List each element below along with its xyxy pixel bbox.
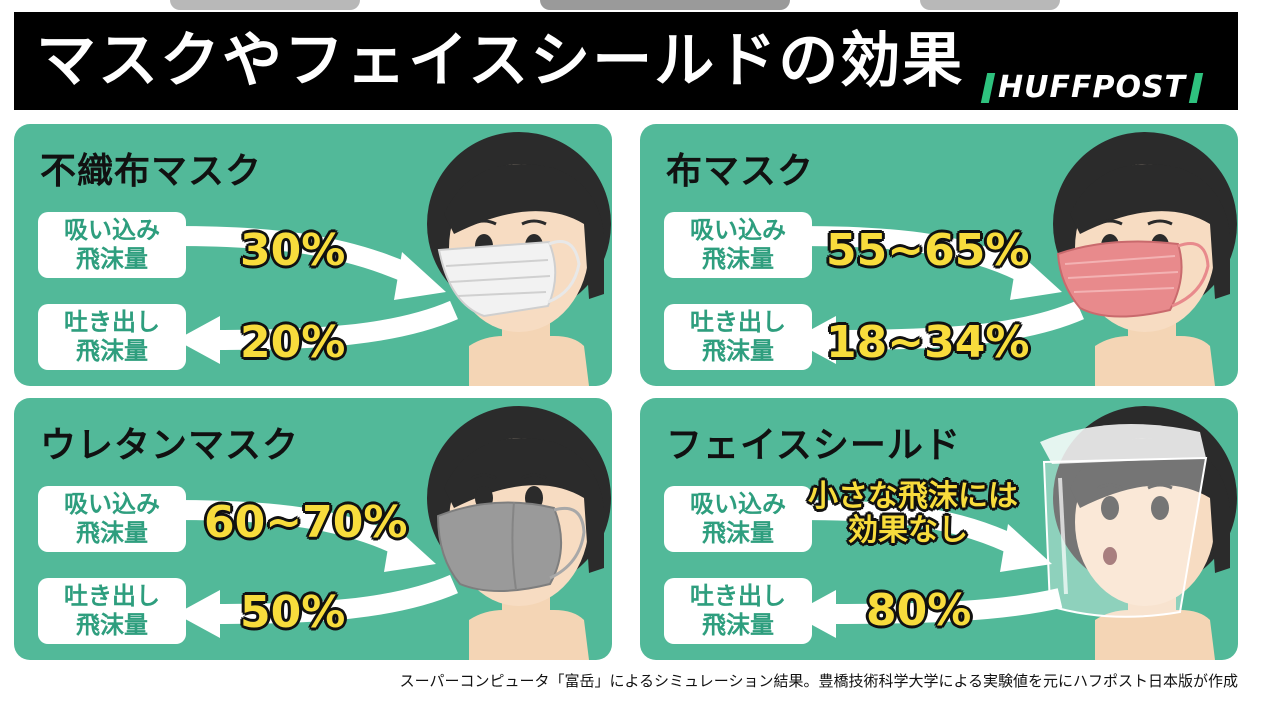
exhale-label-line1: 吐き出し [64, 308, 160, 336]
panel-title: ウレタンマスク [40, 425, 300, 466]
inhale-arrow [799, 500, 1052, 572]
inhale-label: 吸い込み 飛沫量 [38, 212, 186, 278]
urethane-mask [436, 501, 586, 592]
inhale-arrow [799, 226, 1062, 300]
header-banner: マスクやフェイスシールドの効果 HUFFPOST [14, 12, 1238, 110]
exhale-label-line2: 飛沫量 [702, 337, 774, 365]
inhale-label-line2: 飛沫量 [702, 245, 774, 273]
logo-text: HUFFPOST [998, 70, 1187, 105]
top-photo-strip [0, 0, 1284, 12]
inhale-label-line1: 吸い込み [690, 216, 786, 244]
panel-title: 布マスク [666, 151, 815, 192]
exhale-value: 18~34% [826, 317, 1030, 368]
woman-nonwoven-mask-illustration [173, 132, 611, 386]
inhale-label-line2: 飛沫量 [76, 519, 148, 547]
logo-bar-left [980, 73, 996, 103]
inhale-label: 吸い込み 飛沫量 [664, 486, 812, 552]
exhale-arrow [176, 300, 458, 364]
inhale-value: 小さな飛沫には 効果なし [808, 479, 1018, 548]
inhale-label-line1: 吸い込み [64, 216, 160, 244]
photo-fragment [920, 0, 1060, 10]
exhale-label-line2: 飛沫量 [76, 337, 148, 365]
exhale-arrow [792, 300, 1084, 364]
woman-cloth-mask-illustration [792, 132, 1237, 386]
inhale-value: 55~65% [826, 225, 1030, 276]
exhale-label-line1: 吐き出し [64, 582, 160, 610]
exhale-label: 吐き出し 飛沫量 [664, 304, 812, 370]
cloth-mask [1056, 240, 1210, 318]
panel-urethane-mask: ウレタンマスク 吸い込み 飛沫量 吐き出し 飛沫量 60~70% 50% [14, 398, 612, 660]
exhale-value: 50% [240, 587, 346, 638]
inhale-value: 60~70% [204, 497, 408, 548]
huffpost-logo: HUFFPOST [980, 70, 1204, 106]
exhale-label: 吐き出し 飛沫量 [664, 578, 812, 644]
exhale-arrow [792, 588, 1063, 638]
exhale-label-line1: 吐き出し [690, 582, 786, 610]
woman-face-shield-illustration [792, 406, 1237, 660]
panel-cloth-mask: 布マスク 吸い込み 飛沫量 吐き出し 飛沫量 55~65% 18~34% [640, 124, 1238, 386]
logo-bar-right [1188, 73, 1204, 103]
panel-nonwoven-mask: 不織布マスク 吸い込み 飛沫量 吐き出し 飛沫量 30% 20% [14, 124, 612, 386]
panel-face-shield: フェイスシールド 吸い込み 飛沫量 吐き出し 飛沫量 小さな飛沫には 効果なし … [640, 398, 1238, 660]
inhale-label-line1: 吸い込み [690, 490, 786, 518]
inhale-value: 30% [240, 225, 346, 276]
photo-fragment [170, 0, 360, 10]
exhale-value: 80% [866, 585, 972, 636]
inhale-arrow [173, 500, 436, 572]
exhale-value: 20% [240, 317, 346, 368]
exhale-label: 吐き出し 飛沫量 [38, 304, 186, 370]
inhale-label: 吸い込み 飛沫量 [38, 486, 186, 552]
panel-title: フェイスシールド [666, 425, 961, 466]
source-caption: スーパーコンピュータ「富岳」によるシミュレーション結果。豊橋技術科学大学による実… [399, 672, 1238, 690]
inhale-label-line1: 吸い込み [64, 490, 160, 518]
exhale-label: 吐き出し 飛沫量 [38, 578, 186, 644]
page-title: マスクやフェイスシールドの効果 [36, 26, 965, 96]
photo-fragment [540, 0, 790, 10]
inhale-label-line2: 飛沫量 [76, 245, 148, 273]
inhale-label-line2: 飛沫量 [702, 519, 774, 547]
exhale-label-line2: 飛沫量 [76, 611, 148, 639]
exhale-label-line1: 吐き出し [690, 308, 786, 336]
inhale-value-line2: 効果なし [848, 513, 968, 548]
inhale-label: 吸い込み 飛沫量 [664, 212, 812, 278]
exhale-label-line2: 飛沫量 [702, 611, 774, 639]
inhale-arrow [173, 226, 446, 300]
woman-urethane-mask-illustration [173, 406, 611, 660]
face-shield [1040, 424, 1208, 618]
inhale-value-line1: 小さな飛沫には [808, 479, 1018, 514]
nonwoven-mask [437, 240, 581, 318]
panel-title: 不織布マスク [40, 151, 263, 192]
exhale-arrow [176, 574, 458, 638]
